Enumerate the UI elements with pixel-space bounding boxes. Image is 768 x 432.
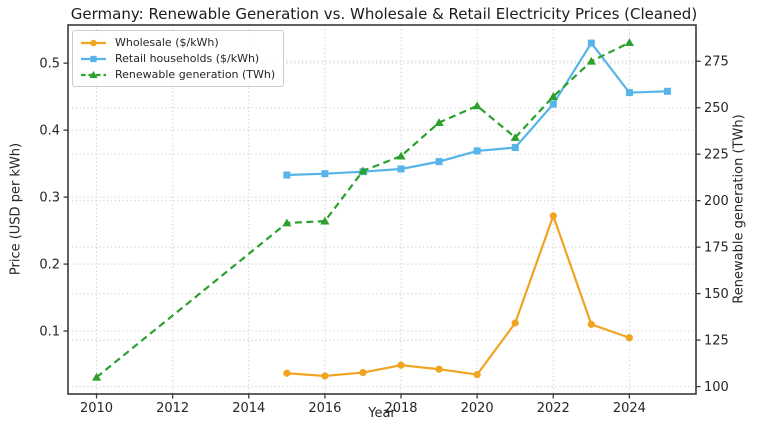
- y-right-tick-label: 100: [704, 380, 729, 395]
- data-point: [283, 171, 291, 179]
- data-point: [473, 147, 481, 155]
- x-tick-label: 2014: [232, 401, 265, 416]
- y-left-tick-label: 0.1: [39, 325, 60, 340]
- y-left-tick-label: 0.2: [39, 258, 60, 273]
- data-point: [586, 56, 596, 65]
- y-axis-label-left: Price (USD per kWh): [8, 142, 24, 276]
- data-point: [282, 218, 292, 227]
- y-right-tick-label: 225: [704, 148, 729, 163]
- y-right-tick-label: 200: [704, 194, 729, 209]
- y-right-tick-label: 275: [704, 55, 729, 70]
- data-point: [510, 133, 520, 141]
- data-point: [90, 39, 97, 46]
- x-tick-label: 2018: [384, 401, 417, 416]
- legend-label-renewable-generation: Renewable generation (TWh): [115, 68, 276, 81]
- data-point: [625, 334, 633, 342]
- data-point: [320, 216, 330, 225]
- data-point: [511, 144, 519, 152]
- x-tick-label: 2012: [156, 401, 189, 416]
- data-point: [435, 365, 443, 373]
- x-tick-label: 2020: [461, 401, 494, 416]
- data-point: [321, 372, 329, 380]
- y-right-tick-label: 125: [704, 334, 729, 349]
- data-point: [625, 89, 633, 97]
- data-point: [587, 320, 595, 328]
- data-point: [397, 361, 405, 369]
- data-point: [89, 70, 98, 78]
- y-left-tick-label: 0.5: [39, 57, 60, 72]
- wholesale-line: [286, 212, 630, 378]
- y-left-tick-label: 0.4: [39, 124, 60, 139]
- data-point: [548, 92, 558, 100]
- data-point: [396, 151, 406, 160]
- retail-households-legend-marker: [81, 55, 106, 62]
- x-axis-label: Year: [368, 406, 396, 421]
- data-point: [435, 158, 443, 166]
- plot-border: [67, 24, 697, 395]
- x-tick-label: 2016: [308, 401, 341, 416]
- data-point: [359, 368, 367, 377]
- data-point: [624, 38, 634, 47]
- axis-ticks: [63, 60, 701, 399]
- data-point: [472, 101, 482, 110]
- wholesale-series: [283, 212, 633, 380]
- y-axis-label-right: Renewable generation (TWh): [731, 114, 747, 304]
- renewable-generation-legend-marker: [81, 70, 106, 78]
- chart-title: Germany: Renewable Generation vs. Wholes…: [70, 5, 698, 23]
- data-point: [397, 165, 405, 173]
- y-left-tick-label: 0.3: [39, 191, 60, 206]
- x-tick-label: 2024: [613, 401, 646, 416]
- data-point: [91, 372, 102, 381]
- legend-label-retail-households: Retail households ($/kWh): [115, 52, 260, 65]
- data-point: [511, 319, 519, 327]
- renewable-generation-line: [95, 41, 630, 379]
- legend-item-retail-households: Retail households ($/kWh): [80, 51, 275, 66]
- x-tick-label: 2010: [80, 401, 113, 416]
- legend-label-wholesale: Wholesale ($/kWh): [115, 36, 219, 49]
- data-point: [587, 39, 595, 47]
- legend: Wholesale ($/kWh) Retail households ($/k…: [72, 30, 285, 87]
- retail-households-series: [283, 39, 671, 179]
- y-right-tick-label: 150: [704, 287, 729, 302]
- axis-tick-labels: 2010 2012 2014 2016 2018 2020 2022 2024 0.1 0.2 0.…: [39, 55, 729, 416]
- data-point: [549, 100, 557, 108]
- data-point: [663, 87, 671, 95]
- renewable-generation-series: [91, 38, 634, 381]
- wholesale-legend-marker: [81, 39, 106, 46]
- data-point: [549, 212, 557, 220]
- legend-item-renewable-generation: Renewable generation (TWh): [80, 67, 275, 82]
- data-point: [90, 55, 97, 62]
- data-point: [434, 118, 444, 126]
- y-right-tick-label: 250: [704, 101, 729, 116]
- data-point: [358, 166, 368, 175]
- data-point: [283, 369, 291, 377]
- x-tick-label: 2022: [537, 401, 570, 416]
- legend-item-wholesale: Wholesale ($/kWh): [80, 35, 275, 50]
- data-point: [321, 170, 329, 178]
- data-point: [473, 370, 481, 379]
- y-right-tick-label: 175: [704, 241, 729, 256]
